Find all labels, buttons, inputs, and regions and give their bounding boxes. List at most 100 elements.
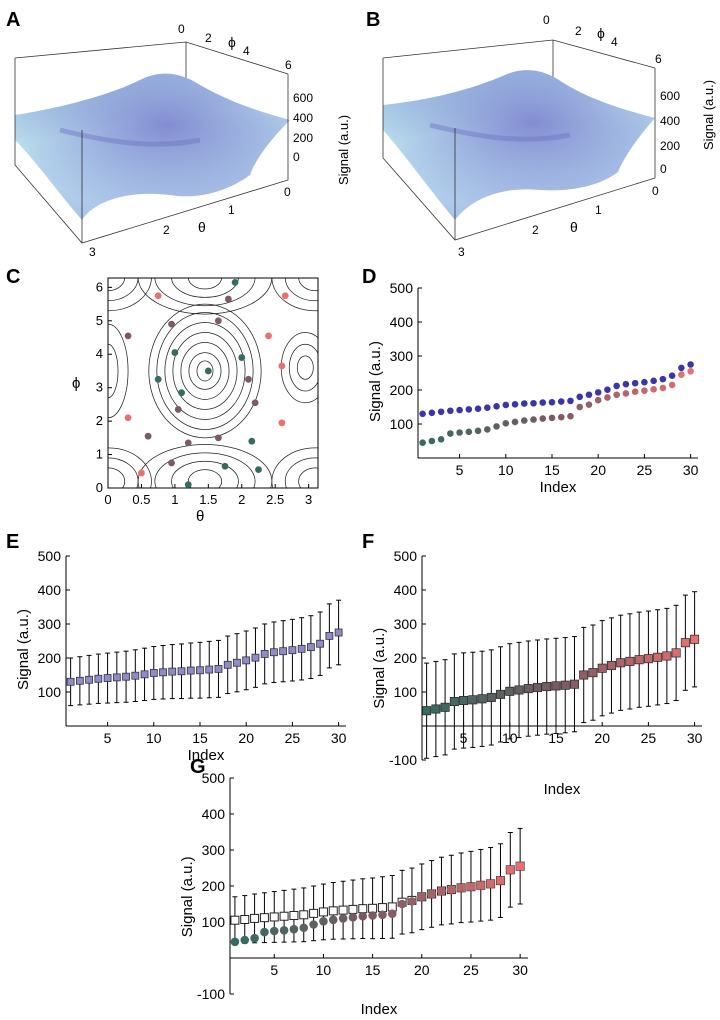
errorbar-plot-f: -10010020030040050051015202530IndexSigna… bbox=[371, 548, 703, 798]
contour-line-10 bbox=[187, 469, 223, 488]
d-y-tick-4: 500 bbox=[390, 280, 414, 296]
g-x-tick-3: 20 bbox=[414, 962, 430, 978]
d-upper-point-0 bbox=[419, 410, 426, 418]
f-data-point-7 bbox=[487, 693, 496, 702]
c-x-tick-6: 3 bbox=[305, 492, 312, 507]
c-point-13 bbox=[245, 375, 252, 383]
g-data-point-13 bbox=[358, 911, 368, 921]
b-theta-tick-2: 2 bbox=[532, 223, 539, 237]
g-data-point-15 bbox=[378, 910, 387, 920]
e-model-point-16 bbox=[214, 664, 223, 673]
g-fit-point-15 bbox=[377, 903, 387, 913]
d-lower-point-1 bbox=[428, 437, 436, 445]
a-phi-label: ϕ bbox=[228, 34, 236, 50]
a-theta-label: θ bbox=[198, 219, 206, 235]
e-x-tick-2: 15 bbox=[192, 730, 208, 746]
panel-label-c: C bbox=[6, 266, 20, 288]
d-upper-point-14 bbox=[548, 398, 556, 406]
e-model-point-6 bbox=[122, 672, 130, 681]
e-model-point-0 bbox=[66, 677, 75, 686]
c-point-1 bbox=[224, 295, 232, 303]
g-data-point-28 bbox=[506, 865, 515, 874]
e-x-tick-5: 30 bbox=[331, 730, 347, 746]
f-y-label: Signal (a.u.) bbox=[371, 628, 388, 709]
c-x-tick-2: 1 bbox=[171, 492, 178, 507]
a-theta-tick-2: 2 bbox=[163, 223, 170, 237]
d-upper-point-12 bbox=[530, 399, 537, 407]
g-y-tick-1: 100 bbox=[202, 914, 226, 930]
f-data-point-21 bbox=[616, 658, 625, 667]
e-model-point-8 bbox=[140, 670, 149, 679]
d-lower-point-6 bbox=[474, 427, 482, 435]
d-upper-point-13 bbox=[539, 399, 547, 406]
g-fit-point-6 bbox=[289, 911, 299, 921]
d-lower-point-19 bbox=[594, 396, 602, 404]
d-upper-point-15 bbox=[557, 398, 565, 405]
c-point-23 bbox=[168, 459, 175, 467]
g-data-point-14 bbox=[368, 911, 377, 920]
c-point-5 bbox=[214, 317, 222, 325]
d-lower-point-23 bbox=[631, 388, 639, 396]
d-upper-point-2 bbox=[437, 408, 445, 416]
g-fit-point-8 bbox=[309, 908, 319, 918]
e-y-tick-4: 500 bbox=[38, 548, 62, 564]
g-fit-point-13 bbox=[358, 904, 368, 914]
g-data-point-27 bbox=[496, 876, 505, 885]
g-data-point-20 bbox=[427, 889, 436, 899]
c-point-21 bbox=[184, 439, 192, 447]
contour-line-16 bbox=[154, 278, 256, 307]
d-upper-point-29 bbox=[687, 361, 694, 368]
c-y-tick-1: 1 bbox=[96, 447, 103, 462]
f-data-point-24 bbox=[644, 654, 653, 663]
e-model-point-4 bbox=[103, 674, 112, 682]
g-data-point-19 bbox=[417, 892, 427, 902]
errorbar-plot-g: -100 100 200 300 400 500 5 10 15 20 25 30 Index Signa… bbox=[179, 770, 528, 1018]
g-y-tick-2: 200 bbox=[202, 878, 226, 894]
d-lower-point-3 bbox=[447, 430, 454, 437]
e-y-tick-2: 300 bbox=[38, 616, 62, 632]
f-data-point-22 bbox=[626, 657, 634, 666]
a-z-tick-400: 400 bbox=[293, 111, 313, 125]
b-phi-tick-0: 0 bbox=[543, 13, 550, 27]
g-data-point-25 bbox=[476, 881, 485, 890]
contour-line-17 bbox=[137, 278, 273, 315]
c-point-8 bbox=[171, 349, 179, 356]
d-x-tick-4: 25 bbox=[637, 462, 653, 478]
contour-line-28 bbox=[284, 457, 318, 488]
f-data-point-8 bbox=[496, 690, 505, 699]
g-data-point-9 bbox=[319, 916, 328, 926]
f-data-point-20 bbox=[607, 661, 616, 670]
d-lower-point-8 bbox=[493, 423, 500, 430]
contour-line-29 bbox=[271, 447, 318, 488]
f-data-point-13 bbox=[542, 682, 551, 691]
f-data-point-12 bbox=[533, 683, 542, 692]
contour-line-27 bbox=[298, 467, 318, 488]
a-z-tick-0: 0 bbox=[293, 150, 300, 164]
e-model-point-9 bbox=[149, 669, 158, 677]
e-model-point-26 bbox=[306, 643, 315, 652]
e-model-point-14 bbox=[196, 666, 204, 675]
d-lower-point-0 bbox=[419, 439, 426, 447]
g-x-tick-5: 30 bbox=[512, 962, 528, 978]
d-upper-point-3 bbox=[447, 407, 454, 415]
f-x-tick-2: 15 bbox=[548, 730, 564, 746]
f-data-point-6 bbox=[478, 695, 486, 703]
d-lower-point-20 bbox=[604, 394, 611, 401]
e-model-point-11 bbox=[168, 667, 177, 676]
e-model-point-19 bbox=[242, 656, 251, 665]
f-data-point-0 bbox=[422, 706, 431, 715]
surface-plot-b: 0 200 400 600 Signal (a.u.) 0 2 4 6 ϕ 3 … bbox=[382, 13, 716, 259]
d-lower-point-17 bbox=[576, 403, 584, 411]
contour-line-7 bbox=[296, 355, 314, 380]
contour-line-13 bbox=[137, 444, 273, 488]
e-model-point-13 bbox=[186, 666, 195, 675]
g-fit-point-7 bbox=[299, 910, 309, 920]
c-point-17 bbox=[124, 414, 132, 422]
g-data-point-17 bbox=[397, 899, 407, 909]
d-lower-point-13 bbox=[539, 415, 547, 422]
c-x-tick-0: 0 bbox=[104, 492, 111, 507]
b-phi-tick-2: 2 bbox=[575, 24, 582, 38]
f-data-point-4 bbox=[459, 696, 468, 705]
contour-line-3 bbox=[172, 332, 238, 410]
c-point-7 bbox=[265, 332, 272, 340]
